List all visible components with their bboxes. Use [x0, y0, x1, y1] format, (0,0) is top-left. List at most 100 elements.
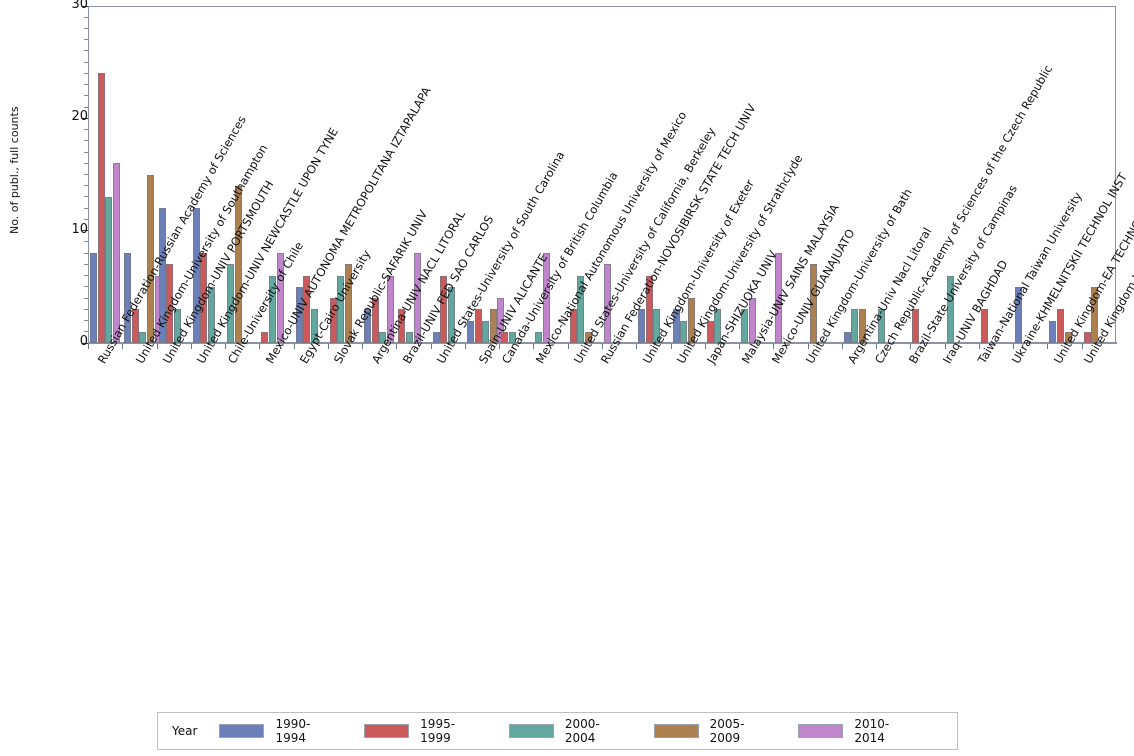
x-tick — [190, 344, 192, 349]
bar — [687, 298, 695, 343]
x-tick — [88, 344, 89, 349]
bar — [577, 275, 585, 343]
legend-label: 2000-2004 — [564, 717, 600, 745]
legend-title: Year — [172, 724, 198, 738]
y-tick-minor — [84, 331, 90, 333]
bar — [1049, 320, 1057, 343]
x-tick — [259, 344, 261, 349]
bar — [645, 275, 653, 343]
x-tick — [362, 344, 364, 349]
bar-group — [362, 6, 396, 343]
bar — [158, 208, 166, 343]
bar — [809, 264, 817, 343]
y-tick-minor — [84, 185, 90, 187]
bar-group — [465, 6, 505, 343]
y-tick-major — [82, 342, 90, 344]
legend-swatch — [653, 724, 699, 738]
legend-item[interactable]: 1995-1999 — [364, 717, 479, 745]
bar — [192, 208, 200, 343]
y-tick-minor — [84, 140, 90, 142]
y-tick-minor — [84, 218, 90, 220]
bar — [680, 320, 688, 343]
bar — [440, 275, 448, 343]
bar-group — [1047, 6, 1081, 343]
y-tick-major — [82, 230, 90, 232]
bar — [466, 320, 474, 343]
bar-group — [876, 6, 910, 343]
legend-item[interactable]: 2005-2009 — [653, 717, 769, 745]
bar-group — [431, 6, 465, 343]
legend-item[interactable]: 1990-1994 — [219, 717, 334, 745]
x-tick — [430, 344, 432, 349]
bar-group — [979, 6, 1013, 343]
bar-group — [88, 6, 122, 343]
bar — [535, 331, 543, 343]
bar — [364, 309, 372, 343]
y-tick-minor — [84, 174, 90, 175]
y-tick-major — [82, 117, 90, 119]
bar — [714, 309, 722, 343]
x-tick — [1013, 344, 1015, 349]
legend-swatch — [364, 724, 410, 738]
bar — [166, 264, 174, 343]
y-tick-minor — [84, 207, 90, 209]
bar — [843, 331, 851, 343]
y-tick-minor — [84, 95, 90, 97]
y-tick-minor — [84, 50, 90, 52]
bar — [276, 253, 284, 343]
bar-group — [773, 6, 807, 343]
legend: Year 1990-1994 1995-1999 2000-2004 2005-200… — [157, 712, 958, 750]
legend-item[interactable]: 2000-2004 — [508, 717, 624, 745]
legend-label: 2005-2009 — [709, 717, 745, 745]
y-tick-minor — [84, 27, 90, 29]
bar — [303, 275, 311, 343]
bar — [345, 264, 353, 343]
legend-swatch — [219, 724, 265, 738]
bar — [748, 298, 756, 343]
bar — [1064, 331, 1072, 343]
bar — [543, 253, 551, 343]
x-tick — [739, 344, 741, 349]
x-tick — [636, 344, 638, 349]
y-tick-minor — [84, 241, 90, 243]
y-tick-minor — [84, 84, 90, 86]
bar-group — [945, 6, 979, 343]
bar — [105, 196, 113, 343]
x-tick — [1081, 344, 1083, 349]
x-tick — [807, 344, 809, 349]
bar — [90, 253, 97, 343]
y-tick-minor — [84, 263, 90, 265]
bar — [295, 286, 303, 343]
y-tick-minor — [84, 297, 90, 299]
bar-group — [910, 6, 944, 343]
x-tick — [704, 344, 706, 349]
x-axis-ticks — [88, 344, 1116, 350]
x-tick — [978, 344, 980, 349]
bar — [227, 264, 235, 343]
bar-group — [808, 6, 842, 343]
x-tick — [156, 344, 158, 349]
bar — [405, 331, 413, 343]
y-axis: 0 10 20 30 — [20, 0, 90, 350]
bar — [173, 309, 181, 343]
x-tick — [225, 344, 227, 349]
bar — [501, 331, 509, 343]
bar — [1083, 331, 1091, 343]
legend-label: 1990-1994 — [275, 717, 311, 745]
bar — [447, 286, 455, 343]
bar — [432, 331, 440, 343]
bar-group — [157, 6, 191, 343]
bar-group — [499, 6, 533, 343]
legend-item[interactable]: 2010-2014 — [798, 717, 913, 745]
y-tick-minor — [84, 286, 90, 288]
y-tick-minor — [84, 196, 90, 198]
bar — [638, 309, 646, 343]
y-tick-minor — [84, 16, 90, 18]
x-tick — [1047, 344, 1049, 349]
bar-group — [1013, 6, 1047, 343]
x-tick — [396, 344, 398, 349]
bar-group — [1082, 6, 1116, 343]
y-tick-minor — [84, 72, 90, 74]
legend-swatch — [508, 724, 554, 738]
x-tick — [841, 344, 843, 349]
